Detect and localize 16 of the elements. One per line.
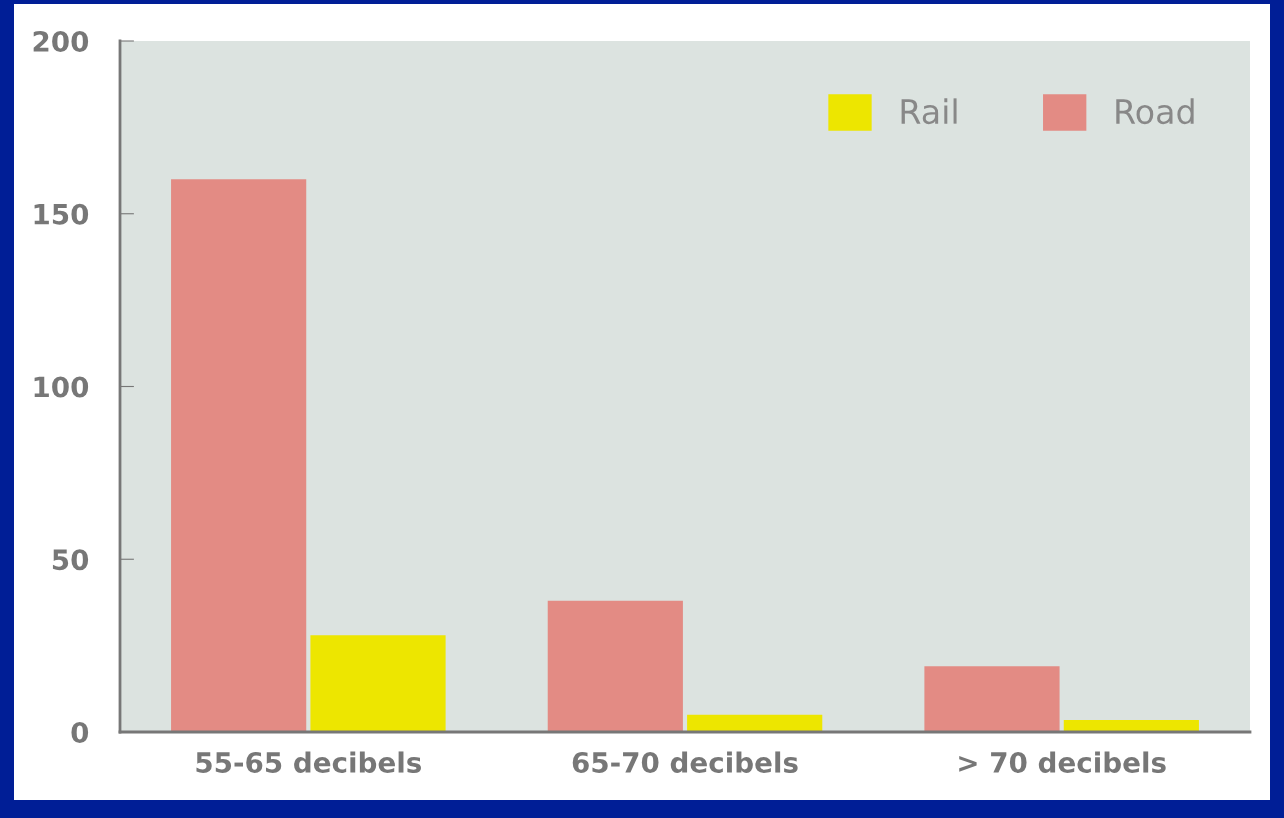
bar — [924, 666, 1060, 732]
bar — [687, 714, 823, 732]
bar — [547, 600, 683, 732]
legend-label: Road — [1116, 98, 1194, 125]
y-tick-label: 200 — [33, 30, 89, 52]
x-tick-label: 55-65 decibels — [196, 751, 422, 773]
y-tick-label: 100 — [34, 376, 89, 398]
bar — [171, 179, 307, 732]
legend-label: Rail — [901, 98, 957, 125]
x-tick-label: > 70 decibels — [959, 751, 1166, 773]
x-tick-label: 65-70 decibels — [572, 751, 798, 773]
y-tick-label: 0 — [71, 721, 89, 743]
bar — [310, 635, 446, 732]
bar — [1063, 719, 1199, 732]
y-tick-label: 150 — [34, 203, 89, 225]
y-tick-label: 50 — [52, 549, 89, 571]
